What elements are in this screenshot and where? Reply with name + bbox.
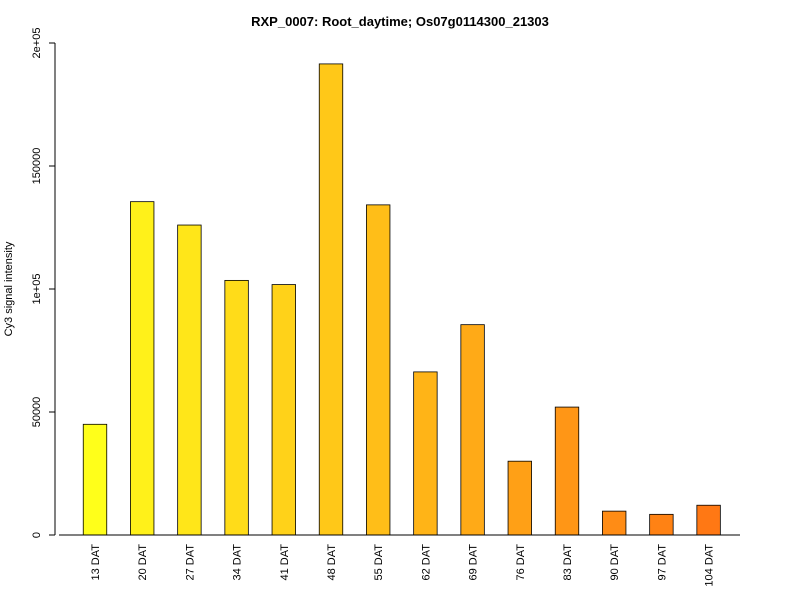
bar bbox=[177, 224, 202, 536]
x-tick-label: 34 DAT bbox=[232, 544, 244, 581]
x-tick-label: 48 DAT bbox=[326, 544, 338, 581]
x-tick-label: 55 DAT bbox=[373, 544, 385, 581]
y-tick-label: 1e+05 bbox=[31, 274, 43, 305]
x-tick-label: 62 DAT bbox=[420, 544, 432, 581]
bar bbox=[82, 423, 108, 536]
bar bbox=[602, 510, 627, 536]
chart-title: RXP_0007: Root_daytime; Os07g0114300_213… bbox=[251, 14, 549, 29]
x-tick-labels: 13 DAT 20 DAT 27 DAT 34 DAT 41 DAT 48 DAT 55 D… bbox=[90, 544, 716, 587]
x-tick-label: 104 DAT bbox=[704, 544, 716, 587]
y-tick-label: 50000 bbox=[31, 397, 43, 428]
y-axis-label: Cy3 signal intensity bbox=[3, 241, 15, 336]
x-tick-label: 90 DAT bbox=[609, 544, 621, 581]
x-tick-label: 20 DAT bbox=[137, 544, 149, 581]
x-tick-label: 76 DAT bbox=[515, 544, 527, 581]
bar bbox=[318, 63, 344, 536]
bar bbox=[413, 371, 438, 536]
bar bbox=[224, 279, 249, 536]
bar bbox=[460, 324, 485, 536]
x-tick-label: 69 DAT bbox=[468, 544, 480, 581]
bar bbox=[507, 460, 532, 536]
bars bbox=[82, 63, 721, 536]
y-tick-label: 0 bbox=[31, 532, 43, 538]
x-tick-label: 97 DAT bbox=[656, 544, 668, 581]
bar bbox=[130, 201, 155, 536]
x-tick-label: 27 DAT bbox=[184, 544, 196, 581]
x-tick-label: 13 DAT bbox=[90, 544, 102, 581]
bar bbox=[271, 284, 296, 536]
bar bbox=[554, 406, 580, 536]
y-tick-label: 2e+05 bbox=[31, 28, 43, 59]
bar bbox=[649, 513, 674, 536]
x-tick-label: 83 DAT bbox=[562, 544, 574, 581]
bar bbox=[696, 504, 721, 536]
y-axis: 0 50000 1e+05 150000 2e+05 bbox=[31, 28, 56, 538]
bar bbox=[366, 204, 391, 536]
y-tick-label: 150000 bbox=[31, 148, 43, 185]
x-tick-label: 41 DAT bbox=[279, 544, 291, 581]
